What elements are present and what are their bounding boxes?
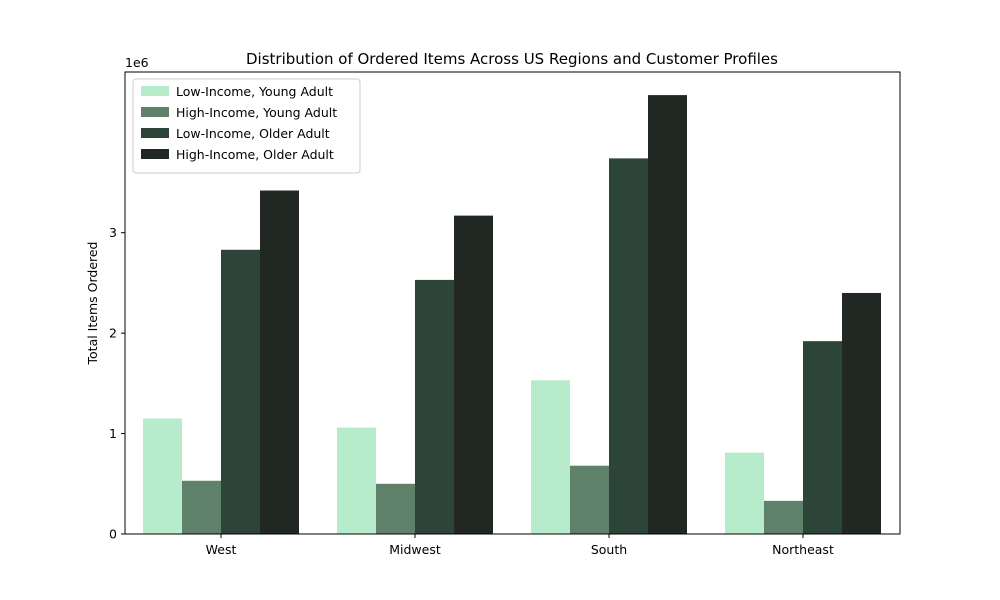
bar-northeast-series-1	[725, 452, 764, 534]
legend-label-4: High-Income, Older Adult	[176, 147, 334, 162]
plot-frame	[124, 71, 901, 535]
x-axis: West Midwest South Northeast	[206, 534, 834, 557]
legend-box	[132, 78, 361, 174]
x-tick-label-northeast: Northeast	[772, 542, 834, 557]
legend-swatch-4	[141, 149, 169, 159]
legend: Low-Income, Young Adult High-Income, Youn…	[132, 78, 361, 174]
bar-midwest-series-1	[337, 427, 376, 534]
x-tick-label-midwest: Midwest	[389, 542, 441, 557]
y-tick-label: 1	[109, 426, 117, 441]
legend-label-1: Low-Income, Young Adult	[176, 84, 333, 99]
legend-swatch-2	[141, 107, 169, 117]
y-tick-label: 0	[109, 527, 117, 542]
bar-south-series-2	[570, 465, 609, 534]
bar-west-series-3	[221, 249, 260, 534]
legend-swatch-1	[141, 86, 169, 96]
y-tick-label: 3	[109, 225, 117, 240]
legend-label-3: Low-Income, Older Adult	[176, 126, 330, 141]
legend-label-2: High-Income, Young Adult	[176, 105, 337, 120]
bar-south-series-1	[531, 380, 570, 534]
bar-west-series-2	[182, 480, 221, 534]
bars-group	[143, 95, 881, 535]
bar-south-series-4	[648, 95, 687, 534]
bar-northeast-series-4	[842, 292, 881, 534]
chart-title: Distribution of Ordered Items Across US …	[246, 50, 778, 68]
y-tick-label: 2	[109, 326, 117, 341]
x-tick-label-west: West	[206, 542, 237, 557]
bar-midwest-series-4	[454, 215, 493, 534]
y-scale-label: 1e6	[125, 55, 149, 70]
bar-west-series-1	[143, 418, 182, 534]
x-tick-label-south: South	[591, 542, 627, 557]
legend-swatch-3	[141, 128, 169, 138]
bar-west-series-4	[260, 190, 299, 534]
bar-northeast-series-2	[764, 500, 803, 534]
bar-northeast-series-3	[803, 341, 842, 534]
y-axis: 0 1 2 3	[109, 225, 125, 542]
bar-midwest-series-3	[415, 279, 454, 534]
y-axis-label: Total Items Ordered	[85, 242, 100, 366]
bar-midwest-series-2	[376, 483, 415, 534]
bar-south-series-3	[609, 158, 648, 535]
